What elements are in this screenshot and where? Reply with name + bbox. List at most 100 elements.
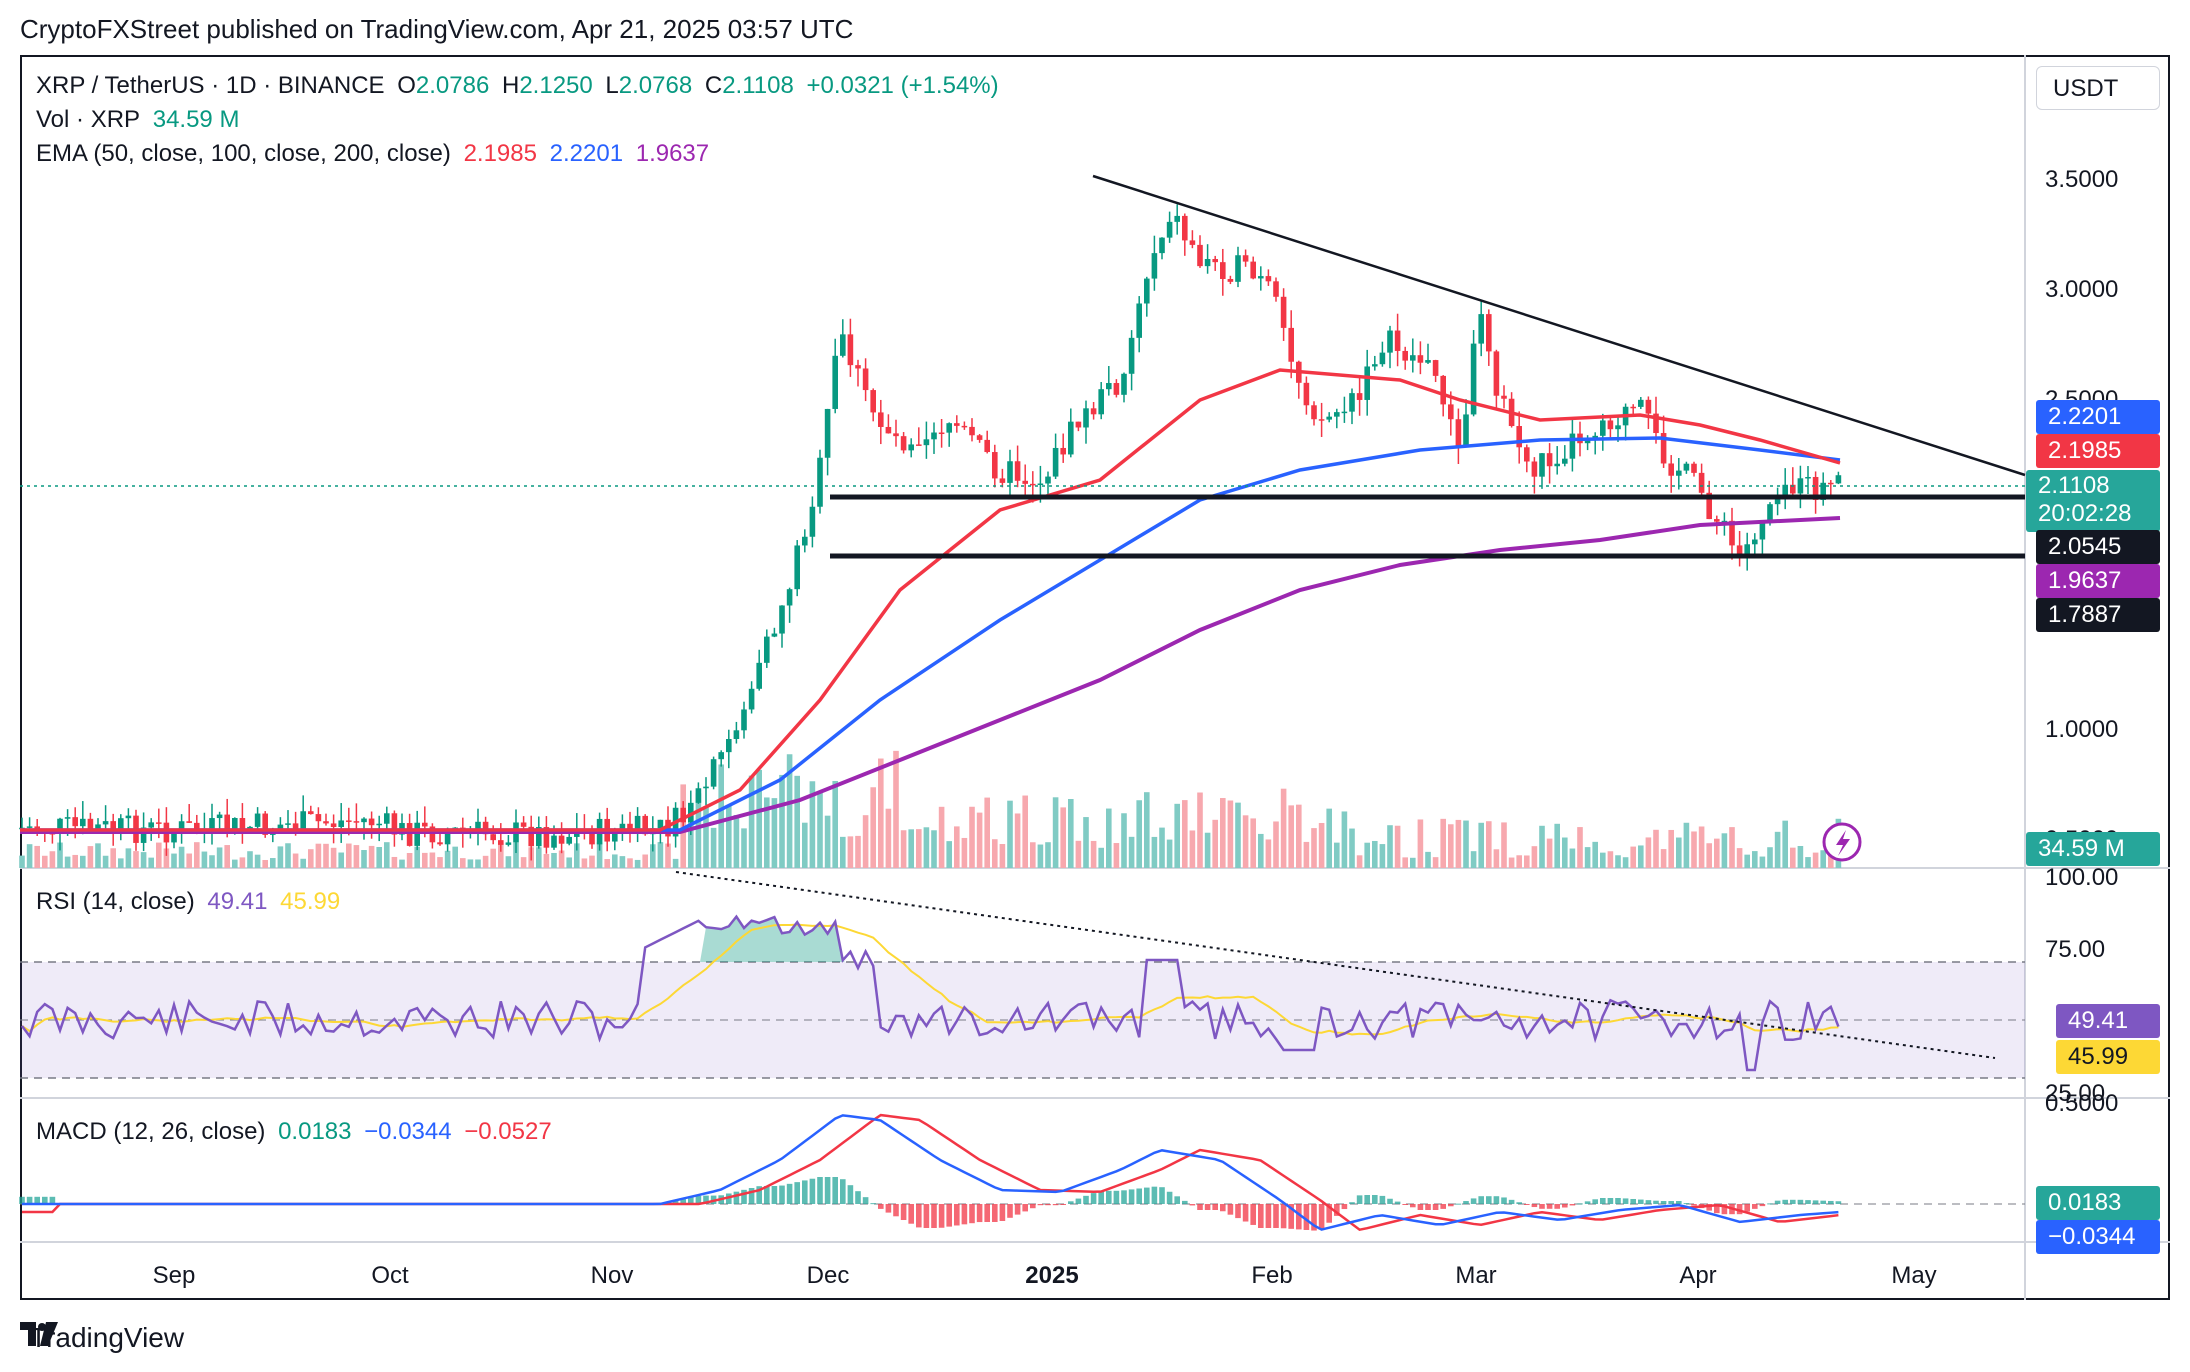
macd-hist-bar <box>878 1204 884 1209</box>
volume-bar <box>771 798 778 868</box>
volume-bar <box>840 836 846 868</box>
candle-body <box>1052 447 1059 477</box>
macd-hist-bar <box>1144 1187 1150 1204</box>
volume-bar <box>1410 857 1416 868</box>
candle-body <box>1805 476 1811 479</box>
candle-body <box>862 368 869 391</box>
rsi-trend-line <box>675 871 1996 1059</box>
candle-body <box>1303 382 1310 406</box>
macd-hist-bar <box>1303 1204 1310 1230</box>
macd-hist-bar <box>1227 1204 1234 1215</box>
volume-bar <box>1524 855 1530 868</box>
volume-bar <box>1394 825 1401 868</box>
volume-bar <box>87 846 94 868</box>
volume-bar <box>133 851 139 868</box>
candle-body <box>239 818 246 829</box>
candle-body <box>1752 539 1758 545</box>
candle-body <box>1440 375 1446 405</box>
candle-body <box>1729 520 1735 546</box>
candle-body <box>946 423 952 433</box>
candle-body <box>422 822 428 827</box>
candle-body <box>368 818 375 826</box>
volume-bar <box>710 827 717 868</box>
candle-body <box>1501 395 1507 399</box>
tradingview-logo[interactable]: TradingView <box>20 1322 184 1354</box>
candle-body <box>954 423 960 426</box>
currency-button[interactable]: USDT <box>2036 66 2160 110</box>
macd-hist-bar <box>1242 1204 1249 1222</box>
candle-body <box>1068 421 1074 455</box>
macd-hist-bar <box>961 1204 968 1225</box>
candle-body <box>1364 366 1370 400</box>
candle-body <box>1128 337 1135 374</box>
candle-body <box>391 813 398 835</box>
macd-hist-bar <box>1569 1204 1576 1206</box>
volume-bar <box>1577 827 1583 868</box>
date-tick: May <box>1891 1262 1937 1289</box>
macd-hist-bar <box>1797 1199 1804 1204</box>
macd-hist-bar <box>1296 1204 1302 1230</box>
macd-histogram <box>19 1177 1842 1231</box>
volume-bar <box>1615 855 1621 868</box>
candle-body <box>893 433 899 437</box>
macd-hist-bar <box>1204 1204 1211 1210</box>
macd-hist-bar <box>1539 1204 1545 1209</box>
last-price-value: 2.1108 <box>2038 472 2110 499</box>
candle-body <box>323 821 329 824</box>
volume-bar <box>961 837 968 868</box>
volume-bar <box>406 852 413 868</box>
volume-bar <box>596 842 603 868</box>
price-tick: 1.0000 <box>2045 716 2119 743</box>
volume-bar <box>748 775 755 868</box>
volume-bar <box>194 842 200 868</box>
date-tick: 2025 <box>1025 1262 1079 1289</box>
volume-bar <box>1501 822 1507 868</box>
macd-hist-bar <box>1600 1198 1606 1204</box>
volume-bar <box>1448 824 1454 868</box>
lightning-icon[interactable] <box>1822 822 1862 862</box>
volume-bar <box>733 815 740 868</box>
candle-body <box>1394 330 1401 351</box>
candle-body <box>1835 475 1842 484</box>
candle-body <box>1767 504 1773 522</box>
candle-body <box>1273 281 1279 297</box>
macd-hist-bar <box>1448 1204 1454 1207</box>
volume-bar <box>1349 828 1355 868</box>
volume-bar <box>1364 842 1370 868</box>
candle-body <box>741 709 747 731</box>
volume-bar <box>19 855 25 868</box>
volume-bar <box>1159 827 1165 868</box>
candle-body <box>1030 483 1036 486</box>
candle-body <box>1668 463 1674 476</box>
candle-body <box>756 662 762 689</box>
volume-bar <box>232 859 238 868</box>
candle-body <box>1607 420 1614 430</box>
volume-bar <box>612 854 618 868</box>
volume-bar <box>1045 842 1051 868</box>
volume-bar <box>878 758 884 868</box>
candle-body <box>95 824 101 831</box>
open-label: O <box>397 72 416 99</box>
candle-body <box>1144 278 1150 304</box>
macd-hist-bar <box>1045 1204 1051 1206</box>
macd-hist-bar <box>726 1193 732 1204</box>
candle-body <box>802 536 808 546</box>
volume-bar <box>992 839 998 868</box>
macd-hist-bar <box>1394 1201 1401 1204</box>
macd-hist-bar <box>847 1185 854 1204</box>
volume-bar <box>672 858 679 868</box>
candle-body <box>1645 399 1652 414</box>
candle-body <box>1470 343 1477 415</box>
volume-bar <box>1014 813 1021 868</box>
candle-body <box>118 818 124 833</box>
volume-bar <box>1470 851 1477 868</box>
candle-body <box>1402 350 1408 361</box>
open-value: 2.0786 <box>415 72 490 99</box>
volume-bar <box>1387 825 1393 868</box>
candle-body <box>1098 389 1104 415</box>
candle-body <box>1242 255 1249 262</box>
candle-body <box>1790 484 1796 494</box>
volume-legend: Vol · XRP 34.59 M <box>36 106 245 134</box>
volume-bar <box>391 856 398 868</box>
